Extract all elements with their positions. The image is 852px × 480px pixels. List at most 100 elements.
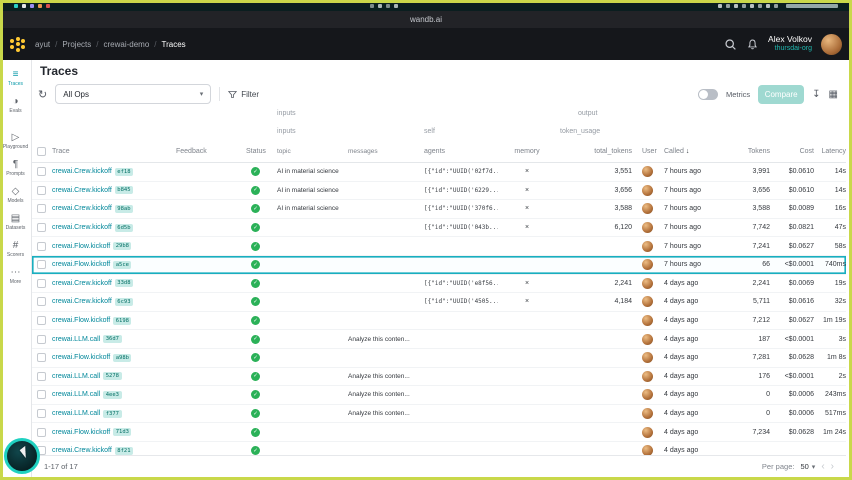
trace-link[interactable]: crewai.Crew.kickoff xyxy=(52,279,112,287)
columns-icon[interactable] xyxy=(829,89,838,100)
breadcrumb-team[interactable]: ayut xyxy=(35,39,51,49)
next-page-icon[interactable] xyxy=(831,461,834,472)
ops-selector[interactable]: All Ops xyxy=(55,84,212,104)
column-header-tokens[interactable]: Tokens xyxy=(747,148,770,155)
sidebar-item-models[interactable]: Models xyxy=(0,186,31,204)
column-header-user[interactable]: User xyxy=(642,148,657,155)
feedback-cell xyxy=(176,275,240,293)
row-checkbox[interactable] xyxy=(37,185,46,195)
trace-link[interactable]: crewai.Crew.kickoff xyxy=(52,205,112,213)
metrics-toggle[interactable] xyxy=(697,88,718,100)
trace-link[interactable]: crewai.LLM.call xyxy=(52,372,101,380)
column-header-feedback[interactable]: Feedback xyxy=(176,148,207,155)
row-checkbox[interactable] xyxy=(37,334,46,344)
column-header-topic[interactable]: topic xyxy=(277,148,291,155)
sidebar-item-traces[interactable]: Traces xyxy=(0,69,31,87)
row-checkbox[interactable] xyxy=(37,371,46,381)
row-checkbox[interactable] xyxy=(37,427,46,437)
trace-link[interactable]: crewai.Crew.kickoff xyxy=(52,168,112,176)
select-all-checkbox[interactable] xyxy=(37,147,46,156)
export-icon[interactable] xyxy=(812,89,820,100)
trace-id-badge: 4ee3 xyxy=(103,390,122,399)
sidebar-item-scorers[interactable]: Scorers xyxy=(0,240,31,258)
sort-desc-icon[interactable] xyxy=(686,148,690,155)
trace-link[interactable]: crewai.Flow.kickoff xyxy=(52,261,111,269)
column-header-total-tokens[interactable]: total_tokens xyxy=(594,148,632,155)
bell-icon[interactable] xyxy=(746,38,759,51)
row-checkbox[interactable] xyxy=(37,278,46,288)
trace-link[interactable]: crewai.Crew.kickoff xyxy=(52,298,112,306)
trace-link[interactable]: crewai.Flow.kickoff xyxy=(52,354,111,362)
row-checkbox[interactable] xyxy=(37,223,46,233)
agents-cell: [{"id":"UUID('6229... xyxy=(424,186,498,194)
breadcrumb-projects[interactable]: Projects xyxy=(62,39,92,49)
wandb-logo-icon[interactable] xyxy=(10,36,25,52)
breadcrumb-traces[interactable]: Traces xyxy=(161,39,186,49)
trace-cell: crewai.Crew.kickoff 8f21 xyxy=(52,442,176,460)
sidebar-item-evals[interactable]: Evals xyxy=(0,96,31,114)
per-page-select[interactable]: 50 xyxy=(800,462,815,471)
feedback-cell xyxy=(176,349,240,367)
sidebar-item-more[interactable]: More xyxy=(0,267,31,285)
sidebar-item-playground[interactable]: Playground xyxy=(0,132,31,150)
row-checkbox[interactable] xyxy=(37,353,46,363)
sidebar-item-datasets[interactable]: Datasets xyxy=(0,213,31,231)
trace-link[interactable]: crewai.LLM.call xyxy=(52,391,101,399)
avatar[interactable] xyxy=(821,33,842,55)
column-header-status[interactable]: Status xyxy=(246,148,266,155)
trace-link[interactable]: crewai.Flow.kickoff xyxy=(52,428,111,436)
trace-link[interactable]: crewai.Flow.kickoff xyxy=(52,317,111,325)
column-header-cost[interactable]: Cost xyxy=(799,148,814,155)
row-checkbox[interactable] xyxy=(37,167,46,177)
row-checkbox[interactable] xyxy=(37,316,46,326)
user-info[interactable]: Alex Volkov thursdai-org xyxy=(768,34,812,53)
messages-cell xyxy=(348,275,422,293)
refresh-icon[interactable] xyxy=(38,88,47,101)
trace-link[interactable]: crewai.LLM.call xyxy=(52,410,101,418)
memory-cell xyxy=(498,405,556,423)
sidebar-item-prompts[interactable]: Prompts xyxy=(0,159,31,177)
column-header-messages[interactable]: messages xyxy=(348,148,378,155)
row-checkbox[interactable] xyxy=(37,241,46,251)
row-checkbox[interactable] xyxy=(37,390,46,400)
screen-share-bubble[interactable] xyxy=(4,438,40,474)
topic-cell: AI in material science xyxy=(277,168,339,176)
trace-link[interactable]: crewai.LLM.call xyxy=(52,335,101,343)
cost-cell: $0.0089 xyxy=(788,205,814,213)
menubar-icon xyxy=(386,3,390,8)
column-header-memory[interactable]: memory xyxy=(514,148,540,155)
prev-page-icon[interactable] xyxy=(821,461,824,472)
row-checkbox[interactable] xyxy=(37,297,46,307)
messages-cell xyxy=(348,312,422,330)
column-header-trace[interactable]: Trace xyxy=(52,148,70,155)
trace-link[interactable]: crewai.Crew.kickoff xyxy=(52,186,112,194)
trace-link[interactable]: crewai.Flow.kickoff xyxy=(52,242,111,250)
row-checkbox[interactable] xyxy=(37,409,46,419)
breadcrumb-project-name[interactable]: crewai-demo xyxy=(103,39,150,49)
filter-button[interactable]: Filter xyxy=(228,90,259,99)
column-header-latency[interactable]: Latency xyxy=(821,148,846,155)
search-icon[interactable] xyxy=(724,38,737,51)
compare-button[interactable]: Compare xyxy=(758,84,805,104)
column-header-called[interactable]: Called xyxy=(664,141,722,162)
trace-link[interactable]: crewai.Crew.kickoff xyxy=(52,447,112,455)
row-checkbox[interactable] xyxy=(37,260,46,270)
trace-link[interactable]: crewai.Crew.kickoff xyxy=(52,224,112,232)
column-header-agents[interactable]: agents xyxy=(424,148,446,155)
row-checkbox[interactable] xyxy=(37,204,46,214)
